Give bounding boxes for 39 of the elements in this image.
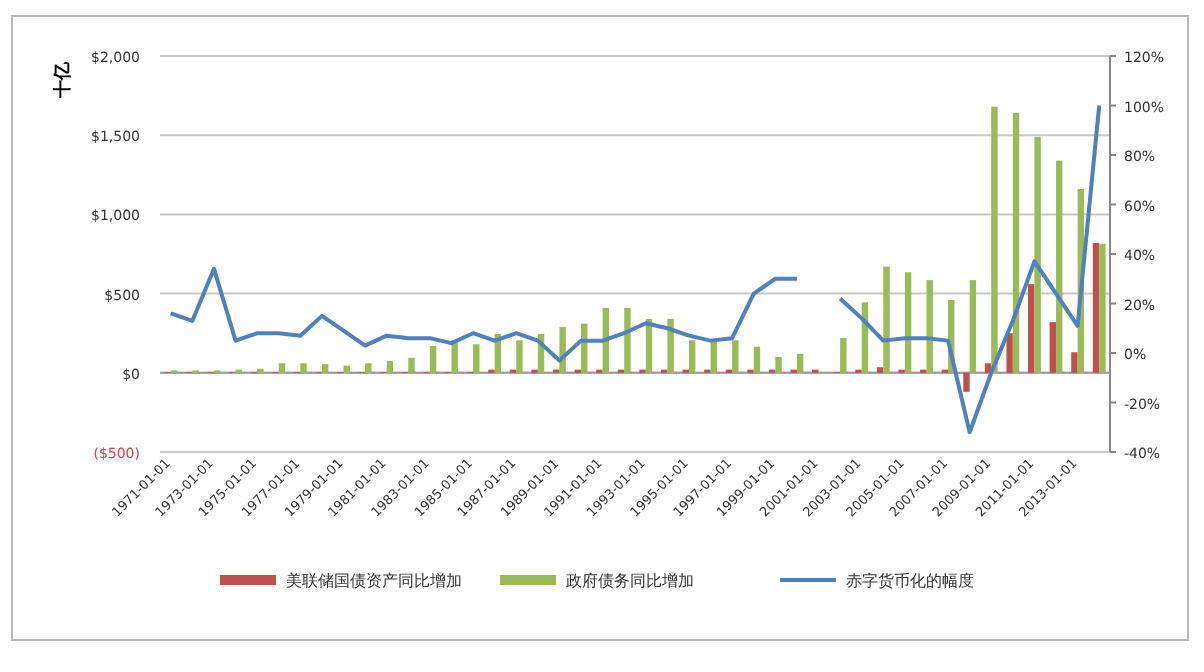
bar xyxy=(688,340,696,373)
bar xyxy=(775,356,782,373)
bar xyxy=(365,363,372,373)
bar xyxy=(904,272,912,373)
legend-label: 政府债务同比增加 xyxy=(566,572,694,590)
bar xyxy=(991,106,998,373)
bar xyxy=(1092,242,1100,373)
bar xyxy=(429,345,437,373)
bar xyxy=(753,346,761,373)
bar xyxy=(1034,136,1041,373)
bar xyxy=(473,344,480,373)
bar xyxy=(732,340,739,373)
bar xyxy=(624,307,631,373)
bar xyxy=(1012,113,1020,373)
bar xyxy=(963,372,970,392)
bar xyxy=(969,280,977,373)
bar xyxy=(1049,322,1057,373)
bar xyxy=(386,360,394,373)
bar xyxy=(343,365,350,373)
y-axis-title: 十亿 xyxy=(52,60,74,100)
bar xyxy=(876,367,884,373)
bar xyxy=(1006,333,1013,373)
bar xyxy=(408,357,415,373)
legend-label: 赤字货币化的幅度 xyxy=(846,572,974,590)
bar xyxy=(984,363,992,373)
bar xyxy=(321,364,329,373)
bar xyxy=(840,337,847,373)
bar xyxy=(1071,352,1078,373)
bar xyxy=(1028,284,1035,373)
legend-label: 美联储国债资产同比增加 xyxy=(286,572,462,590)
bar xyxy=(883,266,890,373)
bar xyxy=(300,363,307,373)
bar xyxy=(796,353,804,373)
bar xyxy=(667,318,674,373)
bar xyxy=(516,340,523,373)
bar xyxy=(926,280,933,373)
bar xyxy=(1099,243,1106,373)
bar xyxy=(1056,160,1063,373)
bar xyxy=(278,363,286,373)
